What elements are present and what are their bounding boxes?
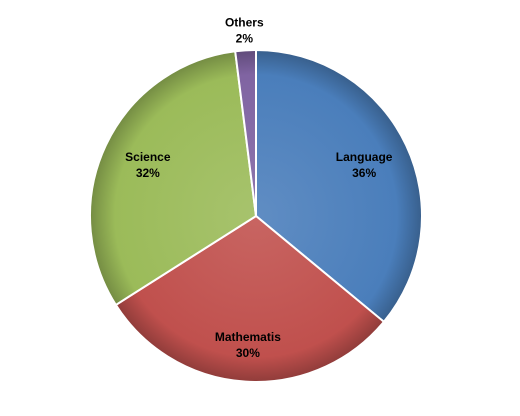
slice-value-others: 2% [236, 31, 254, 45]
slice-value-language: 36% [352, 166, 376, 180]
slice-value-mathematis: 30% [236, 346, 260, 360]
pie-labels: Language 36% Mathematis 30% Science 32% Others… [125, 15, 393, 360]
pie-slices [89, 48, 423, 383]
pie-slice-language [255, 48, 423, 324]
slice-label-mathematis: Mathematis [215, 330, 281, 344]
pie-slice-others [234, 48, 257, 217]
pie-slice-science [89, 50, 258, 307]
slice-label-science: Science [125, 150, 171, 164]
slice-label-language: Language [336, 150, 393, 164]
slice-value-science: 32% [136, 166, 160, 180]
slice-label-others: Others [225, 15, 264, 29]
pie-slice-mathematis [114, 214, 386, 383]
